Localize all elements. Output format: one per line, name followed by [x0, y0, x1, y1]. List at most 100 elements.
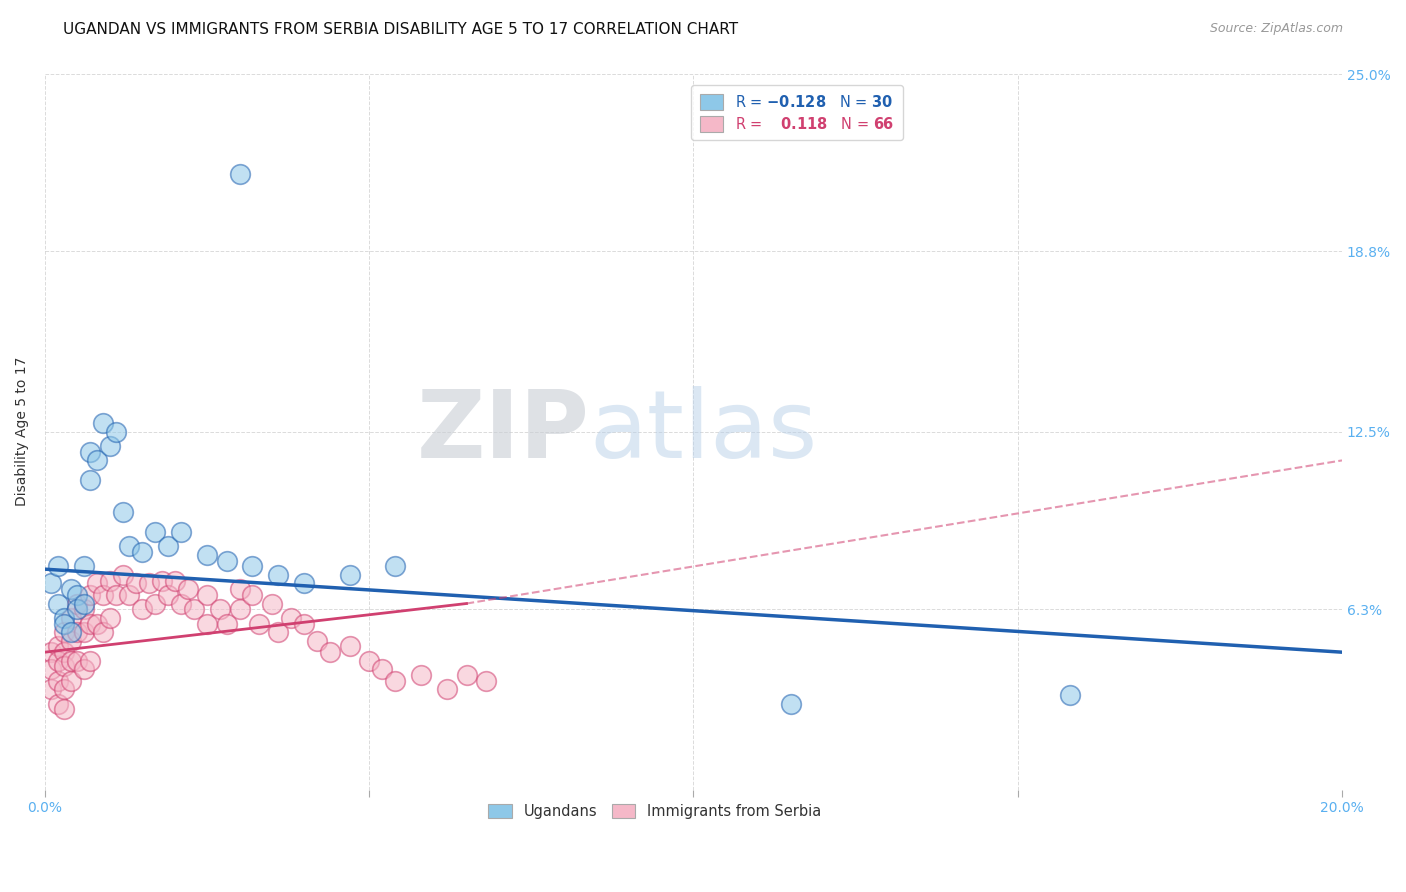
Point: [73, 602, 96, 616]
Point: [53, 625, 76, 640]
Point: [456, 668, 478, 682]
Y-axis label: Disability Age 5 to 17: Disability Age 5 to 17: [15, 357, 30, 507]
Point: [79, 445, 101, 459]
Point: [170, 524, 193, 539]
Text: atlas: atlas: [589, 386, 818, 478]
Point: [98, 439, 121, 453]
Point: [91, 416, 114, 430]
Point: [779, 697, 801, 711]
Point: [209, 602, 232, 616]
Point: [59, 582, 82, 597]
Point: [86, 616, 108, 631]
Point: [267, 568, 290, 582]
Point: [242, 588, 264, 602]
Point: [41, 682, 63, 697]
Point: [176, 582, 198, 597]
Point: [73, 597, 96, 611]
Point: [157, 539, 180, 553]
Point: [183, 602, 205, 616]
Point: [66, 602, 89, 616]
Point: [242, 559, 264, 574]
Point: [150, 574, 173, 588]
Point: [59, 654, 82, 668]
Point: [105, 425, 128, 439]
Point: [59, 633, 82, 648]
Point: [41, 576, 63, 591]
Point: [79, 474, 101, 488]
Point: [111, 505, 134, 519]
Point: [170, 597, 193, 611]
Point: [131, 545, 153, 559]
Point: [228, 602, 250, 616]
Point: [195, 548, 218, 562]
Point: [307, 633, 329, 648]
Point: [138, 576, 160, 591]
Point: [118, 539, 141, 553]
Point: [280, 611, 302, 625]
Point: [91, 588, 114, 602]
Point: [46, 640, 69, 654]
Point: [228, 167, 250, 181]
Point: [53, 702, 76, 716]
Point: [247, 616, 270, 631]
Text: UGANDAN VS IMMIGRANTS FROM SERBIA DISABILITY AGE 5 TO 17 CORRELATION CHART: UGANDAN VS IMMIGRANTS FROM SERBIA DISABI…: [63, 22, 738, 37]
Point: [260, 597, 283, 611]
Point: [66, 625, 89, 640]
Point: [66, 588, 89, 602]
Point: [46, 654, 69, 668]
Point: [215, 616, 238, 631]
Point: [105, 588, 128, 602]
Point: [118, 588, 141, 602]
Point: [1059, 688, 1081, 702]
Point: [86, 453, 108, 467]
Point: [79, 616, 101, 631]
Point: [46, 697, 69, 711]
Point: [79, 654, 101, 668]
Point: [475, 673, 498, 688]
Point: [53, 616, 76, 631]
Legend: Ugandans, Immigrants from Serbia: Ugandans, Immigrants from Serbia: [482, 798, 827, 825]
Point: [292, 616, 315, 631]
Point: [53, 682, 76, 697]
Point: [73, 559, 96, 574]
Point: [91, 625, 114, 640]
Point: [411, 668, 433, 682]
Point: [66, 597, 89, 611]
Point: [66, 654, 89, 668]
Point: [131, 602, 153, 616]
Point: [267, 625, 290, 640]
Point: [195, 616, 218, 631]
Point: [86, 576, 108, 591]
Point: [339, 640, 361, 654]
Point: [384, 559, 406, 574]
Point: [143, 597, 166, 611]
Point: [53, 611, 76, 625]
Point: [195, 588, 218, 602]
Point: [59, 611, 82, 625]
Point: [157, 588, 180, 602]
Point: [319, 645, 342, 659]
Point: [46, 597, 69, 611]
Point: [98, 611, 121, 625]
Point: [384, 673, 406, 688]
Point: [228, 582, 250, 597]
Point: [79, 588, 101, 602]
Point: [59, 625, 82, 640]
Text: Source: ZipAtlas.com: Source: ZipAtlas.com: [1209, 22, 1343, 36]
Point: [125, 576, 148, 591]
Point: [163, 574, 186, 588]
Point: [53, 645, 76, 659]
Point: [111, 568, 134, 582]
Point: [53, 659, 76, 673]
Point: [359, 654, 381, 668]
Point: [339, 568, 361, 582]
Point: [73, 662, 96, 676]
Point: [215, 553, 238, 567]
Point: [59, 673, 82, 688]
Point: [436, 682, 458, 697]
Point: [98, 574, 121, 588]
Point: [41, 645, 63, 659]
Point: [292, 576, 315, 591]
Text: ZIP: ZIP: [416, 386, 589, 478]
Point: [46, 673, 69, 688]
